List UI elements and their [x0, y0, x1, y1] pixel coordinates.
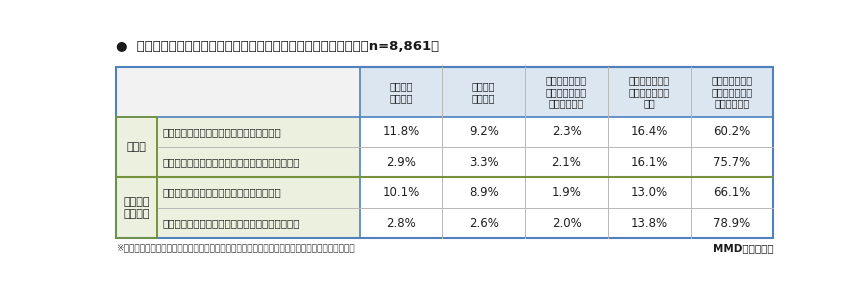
Text: ●  普段の食材・食品を購入する際に利用したことがあるサービス（n=8,861）: ● 普段の食材・食品を購入する際に利用したことがあるサービス（n=8,861） [116, 40, 439, 54]
Text: 78.9%: 78.9% [713, 216, 751, 230]
Text: ※冷凍弁当や総菜の注文・配送は毎回オーダーする出前タイプではない宅食サービスを指します。: ※冷凍弁当や総菜の注文・配送は毎回オーダーする出前タイプではない宅食サービスを指… [116, 243, 355, 252]
Text: MMD研究所調べ: MMD研究所調べ [713, 243, 773, 253]
Text: 利用したことが
ないが、興味が
ある: 利用したことが ないが、興味が ある [628, 75, 670, 109]
Text: ネット: ネット [127, 142, 147, 152]
Text: 過去利用
していた: 過去利用 していた [472, 81, 496, 103]
Text: 13.8%: 13.8% [631, 216, 667, 230]
Bar [443, 208, 525, 238]
Text: 8.9%: 8.9% [469, 186, 498, 199]
Bar [359, 208, 443, 238]
Text: 2.0%: 2.0% [552, 216, 582, 230]
Bar [156, 147, 359, 178]
Text: 3.3%: 3.3% [469, 156, 498, 169]
Bar [116, 67, 359, 116]
Bar [116, 116, 156, 178]
Text: 冷凍弁当やすでに出来上がった総菜の注文・配送: 冷凍弁当やすでに出来上がった総菜の注文・配送 [163, 157, 300, 167]
Bar [691, 116, 773, 147]
Text: 2.9%: 2.9% [386, 156, 416, 169]
Bar [691, 208, 773, 238]
Bar [116, 116, 156, 178]
Text: 11.8%: 11.8% [383, 125, 419, 138]
Text: 野菜・果物や肉・魚など食材の注文・配送: 野菜・果物や肉・魚など食材の注文・配送 [163, 188, 281, 198]
Bar [116, 178, 156, 238]
Text: カタログ
（紙面）: カタログ （紙面） [123, 197, 149, 219]
Text: 2.1%: 2.1% [551, 156, 582, 169]
Bar [608, 178, 691, 208]
Text: 野菜・果物や肉・魚など食材の注文・配送: 野菜・果物や肉・魚など食材の注文・配送 [163, 127, 281, 137]
Text: 13.0%: 13.0% [631, 186, 667, 199]
Text: 利用したことが
ないが、利用を
検討している: 利用したことが ないが、利用を 検討している [546, 75, 587, 109]
Bar [116, 67, 773, 238]
Text: 75.7%: 75.7% [713, 156, 751, 169]
Text: 2.6%: 2.6% [469, 216, 499, 230]
Text: 9.2%: 9.2% [469, 125, 499, 138]
Text: 2.3%: 2.3% [552, 125, 582, 138]
Bar [525, 147, 608, 178]
Bar [525, 208, 608, 238]
Bar [691, 147, 773, 178]
Text: 冷凍弁当やすでに出来上がった総菜の注文・配送: 冷凍弁当やすでに出来上がった総菜の注文・配送 [163, 218, 300, 228]
Text: 16.4%: 16.4% [631, 125, 668, 138]
Bar [608, 208, 691, 238]
Bar [359, 147, 443, 178]
Text: 利用したことが
なく、利用する
つもりもない: 利用したことが なく、利用する つもりもない [712, 75, 753, 109]
Bar [156, 208, 359, 238]
Text: 10.1%: 10.1% [383, 186, 419, 199]
Bar [443, 116, 525, 147]
Bar [691, 178, 773, 208]
Bar [116, 178, 156, 238]
Bar [359, 116, 443, 147]
Text: 60.2%: 60.2% [713, 125, 751, 138]
Bar [359, 67, 773, 116]
Bar [525, 116, 608, 147]
Text: 1.9%: 1.9% [551, 186, 582, 199]
Bar [443, 147, 525, 178]
Bar [608, 147, 691, 178]
Bar [156, 116, 359, 147]
Text: 2.8%: 2.8% [386, 216, 416, 230]
Text: 現在利用
している: 現在利用 している [389, 81, 413, 103]
Bar [156, 178, 359, 208]
Bar [443, 178, 525, 208]
Text: 66.1%: 66.1% [713, 186, 751, 199]
Bar [525, 178, 608, 208]
Bar [359, 178, 443, 208]
Bar [608, 116, 691, 147]
Text: 16.1%: 16.1% [631, 156, 668, 169]
